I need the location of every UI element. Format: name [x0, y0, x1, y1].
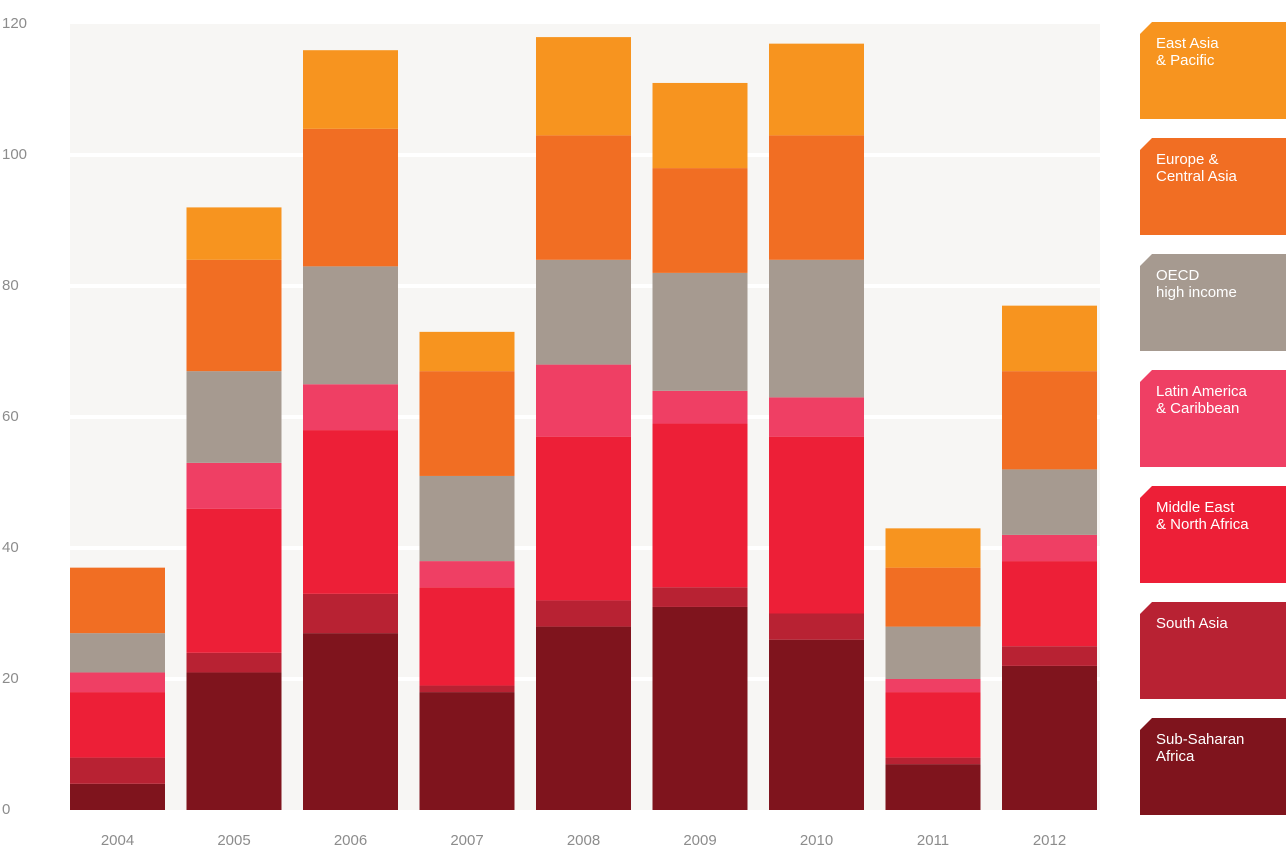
bar-segment: [419, 331, 515, 372]
bar-segment: [652, 272, 748, 391]
bar-segment: [1002, 665, 1097, 810]
y-tick-label: 60: [2, 408, 19, 425]
bar-segment: [186, 207, 282, 260]
legend-item-south-asia: South Asia: [1140, 602, 1286, 699]
bar-segment: [536, 259, 631, 365]
bar-segment: [419, 692, 515, 810]
bar-segment: [70, 692, 165, 758]
bar-segment: [536, 135, 631, 260]
legend-label: Latin America & Caribbean: [1156, 383, 1247, 417]
legend-item-latin-america-caribbean: Latin America & Caribbean: [1140, 370, 1286, 467]
legend: East Asia & Pacific Europe & Central Asi…: [1140, 22, 1286, 834]
y-tick-label: 100: [2, 146, 27, 163]
bar-segment: [70, 633, 165, 673]
legend-label: Sub-Saharan Africa: [1156, 731, 1245, 765]
x-tick-label: 2009: [683, 832, 716, 848]
bar-segment: [536, 37, 631, 136]
bar-segment: [70, 672, 165, 693]
bar-segment: [186, 371, 282, 463]
bar-segment: [303, 128, 398, 267]
bar-segment: [536, 600, 631, 627]
bar-segment: [769, 259, 864, 398]
x-tick-label: 2007: [450, 832, 483, 848]
bar-segment: [885, 692, 981, 758]
bar-segment: [885, 567, 981, 627]
bar-segment: [186, 508, 282, 653]
x-tick-label: 2012: [1033, 832, 1066, 848]
legend-label: Middle East & North Africa: [1156, 499, 1249, 533]
bar-segment: [419, 371, 515, 476]
bar-segment: [419, 475, 515, 562]
bar-segment: [652, 390, 748, 424]
bar-segment: [885, 764, 981, 810]
legend-item-east-asia-pacific: East Asia & Pacific: [1140, 22, 1286, 119]
bar-segment: [303, 266, 398, 385]
bar-segment: [1002, 646, 1097, 666]
bar-segment: [769, 397, 864, 437]
bar-segment: [652, 82, 748, 169]
legend-label: OECD high income: [1156, 267, 1237, 301]
x-tick-label: 2011: [917, 832, 949, 848]
bar-segment: [303, 50, 398, 129]
bar-segment: [652, 168, 748, 273]
legend-item-oecd-high-income: OECD high income: [1140, 254, 1286, 351]
bar-segment: [652, 606, 748, 810]
bar-segment: [186, 259, 282, 372]
stacked-bar-chart: 0 20 40 60 80 100 120 2004 2005 2006 2007 2008 2009…: [2, 15, 1100, 848]
bar-segment: [885, 626, 981, 679]
legend-item-sub-saharan-africa: Sub-Saharan Africa: [1140, 718, 1286, 815]
bar-segment: [70, 783, 165, 810]
x-tick-label: 2004: [101, 832, 134, 848]
legend-label: Europe & Central Asia: [1156, 151, 1237, 185]
bars: [70, 37, 1097, 810]
bar-segment: [186, 462, 282, 509]
bar-segment: [885, 757, 981, 765]
y-tick-label: 120: [2, 15, 27, 32]
bar-segment: [536, 364, 631, 437]
bar-segment: [70, 567, 165, 634]
x-axis-ticks: 2004 2005 2006 2007 2008 2009 2010 2011 2012: [101, 832, 1066, 848]
bar-segment: [70, 757, 165, 784]
y-tick-label: 0: [2, 801, 10, 818]
bar-segment: [1002, 305, 1097, 372]
x-tick-label: 2008: [567, 832, 600, 848]
bar-segment: [303, 593, 398, 634]
bar-segment: [652, 423, 748, 588]
legend-item-europe-central-asia: Europe & Central Asia: [1140, 138, 1286, 235]
bar-segment: [652, 587, 748, 607]
bar-segment: [885, 528, 981, 568]
bar-segment: [303, 633, 398, 810]
bar-segment: [419, 587, 515, 686]
bar-segment: [769, 639, 864, 810]
bar-segment: [419, 685, 515, 693]
x-tick-label: 2005: [217, 832, 250, 848]
bar-segment: [885, 679, 981, 693]
legend-item-middle-east-north-africa: Middle East & North Africa: [1140, 486, 1286, 583]
y-tick-label: 40: [2, 539, 19, 556]
bar-segment: [186, 652, 282, 673]
legend-label: South Asia: [1156, 615, 1228, 632]
y-axis-ticks: 0 20 40 60 80 100 120: [2, 15, 27, 818]
bar-segment: [1002, 371, 1097, 470]
y-tick-label: 80: [2, 277, 19, 294]
x-tick-label: 2010: [800, 832, 833, 848]
bar-segment: [769, 43, 864, 136]
bar-segment: [536, 436, 631, 601]
bar-segment: [536, 626, 631, 810]
bar-segment: [303, 384, 398, 431]
bar-segment: [1002, 469, 1097, 535]
bar-segment: [419, 561, 515, 588]
bar-segment: [303, 430, 398, 594]
bar-segment: [769, 436, 864, 614]
bar-segment: [186, 672, 282, 810]
legend-label: East Asia & Pacific: [1156, 35, 1219, 69]
bar-segment: [1002, 561, 1097, 647]
bar-segment: [769, 135, 864, 260]
x-tick-label: 2006: [334, 832, 367, 848]
bar-segment: [1002, 534, 1097, 562]
y-tick-label: 20: [2, 670, 19, 687]
bar-segment: [769, 613, 864, 640]
